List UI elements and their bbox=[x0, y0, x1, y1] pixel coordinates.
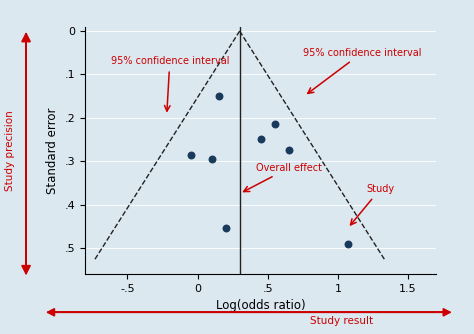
Text: 95% confidence interval: 95% confidence interval bbox=[303, 48, 421, 94]
Point bbox=[344, 241, 352, 246]
Point bbox=[285, 148, 292, 153]
Text: Study: Study bbox=[351, 184, 394, 225]
Text: Study precision: Study precision bbox=[5, 110, 16, 191]
Text: Study result: Study result bbox=[310, 316, 373, 326]
Y-axis label: Standard error: Standard error bbox=[46, 107, 59, 193]
Point bbox=[208, 156, 215, 162]
Text: Overall effect: Overall effect bbox=[244, 163, 322, 192]
Point bbox=[187, 152, 194, 157]
Point bbox=[271, 122, 279, 127]
Point bbox=[215, 94, 222, 99]
Point bbox=[257, 137, 264, 142]
Point bbox=[222, 226, 229, 231]
Text: 95% confidence interval: 95% confidence interval bbox=[110, 56, 229, 111]
X-axis label: Log(odds ratio): Log(odds ratio) bbox=[216, 299, 306, 312]
